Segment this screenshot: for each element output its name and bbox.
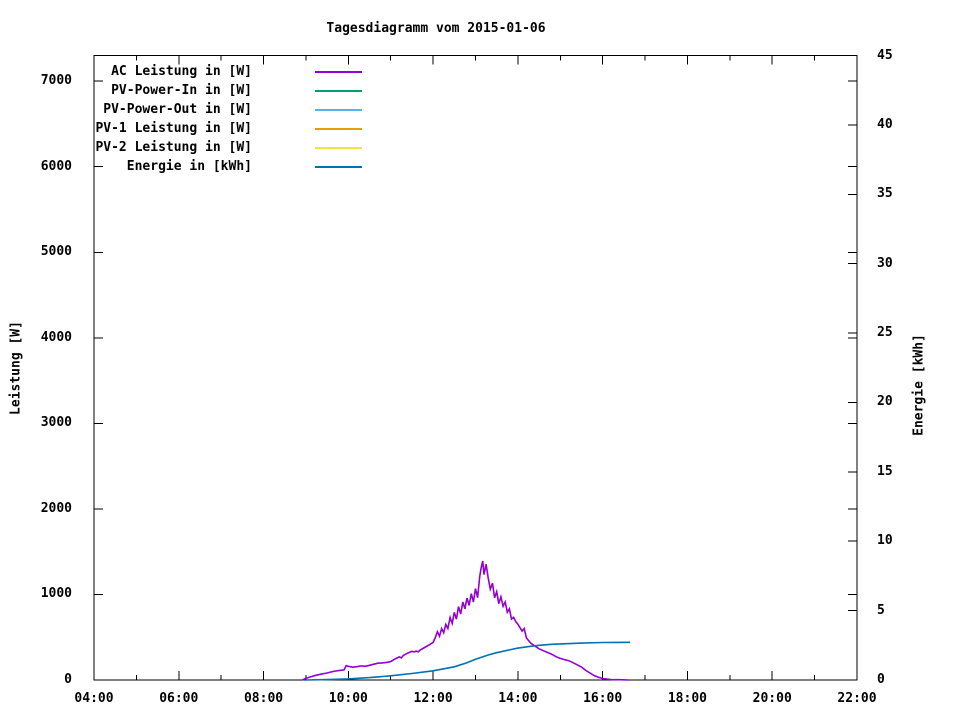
series-line-energie-in-kwh xyxy=(305,641,631,681)
x-tick-label: 10:00 xyxy=(328,691,368,706)
y-left-tick-label: 3000 xyxy=(40,415,72,431)
y-right-tick-label: 5 xyxy=(877,602,885,618)
y-left-tick-label: 7000 xyxy=(40,73,72,89)
legend-line-sample xyxy=(315,90,362,92)
y-left-tick-label: 6000 xyxy=(40,158,72,174)
y-right-tick-label: 0 xyxy=(877,672,885,687)
legend-label: PV-Power-Out in [W] xyxy=(103,102,252,117)
y-right-tick-label: 10 xyxy=(877,533,893,549)
x-tick-label: 06:00 xyxy=(159,691,199,706)
y-right-tick-label: 40 xyxy=(877,116,893,132)
y-right-tick-label: 25 xyxy=(877,325,893,341)
legend-line-sample xyxy=(315,166,362,168)
x-tick-label: 12:00 xyxy=(413,691,453,706)
y-right-tick-label: 35 xyxy=(877,186,893,202)
legend-label: PV-1 Leistung in [W] xyxy=(95,121,252,136)
y-right-tick-label: 30 xyxy=(877,255,893,271)
x-tick-label: 16:00 xyxy=(583,691,623,706)
legend-line-sample xyxy=(315,147,362,149)
y-left-tick-label: 5000 xyxy=(40,244,72,260)
y-left-tick-label: 1000 xyxy=(40,586,72,602)
y-left-tick-label: 2000 xyxy=(40,500,72,516)
y-right-tick-label: 20 xyxy=(877,394,893,410)
y-left-tick-label: 4000 xyxy=(40,329,72,345)
legend-label: Energie in [kWh] xyxy=(126,159,252,174)
x-tick-label: 14:00 xyxy=(498,691,538,706)
legend-label: AC Leistung in [W] xyxy=(111,64,252,79)
x-tick-label: 04:00 xyxy=(74,691,114,706)
legend-line-sample xyxy=(315,109,362,111)
legend-label: PV-Power-In in [W] xyxy=(111,83,252,98)
chart-title: Tagesdiagramm vom 2015-01-06 xyxy=(326,21,546,36)
y-right-tick-label: 45 xyxy=(877,47,893,63)
y-right-tick-label: 15 xyxy=(877,463,893,479)
legend-line-sample xyxy=(315,71,362,73)
x-tick-label: 22:00 xyxy=(837,691,877,706)
legend-label: PV-2 Leistung in [W] xyxy=(95,140,252,155)
x-tick-label: 20:00 xyxy=(752,691,792,706)
x-tick-label: 08:00 xyxy=(243,691,284,706)
legend-line-sample xyxy=(315,128,362,130)
y-left-tick-label: 0 xyxy=(64,672,72,687)
x-tick-label: 18:00 xyxy=(667,691,707,706)
series-line-ac-leistung-in-w xyxy=(302,560,629,681)
